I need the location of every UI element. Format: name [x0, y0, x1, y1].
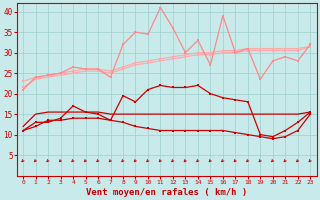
X-axis label: Vent moyen/en rafales ( km/h ): Vent moyen/en rafales ( km/h ): [86, 188, 247, 197]
